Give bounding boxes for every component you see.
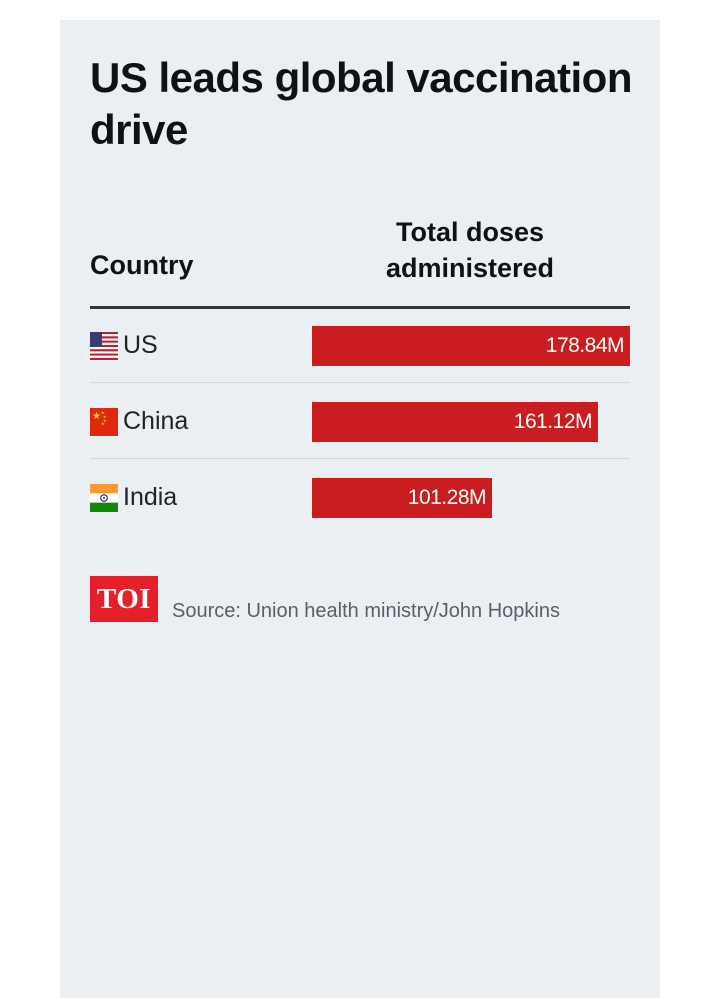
bar-value-label: 101.28M (407, 486, 487, 509)
svg-text:★: ★ (92, 411, 101, 422)
bar-row: ★ ★ ★ ★ ★ China 161.12M (90, 383, 630, 459)
svg-text:★: ★ (101, 421, 105, 426)
toi-logo: TOI (90, 576, 158, 622)
country-label: US (123, 331, 158, 359)
bar-row: India 101.28M (90, 459, 630, 535)
china-flag-icon: ★ ★ ★ ★ ★ (90, 408, 118, 436)
svg-text:★: ★ (101, 410, 105, 415)
us-flag-icon (90, 332, 118, 360)
svg-text:★: ★ (103, 414, 107, 419)
bar-value-label: 178.84M (545, 334, 625, 357)
column-header-doses: Total doses administered (370, 214, 570, 286)
row-divider (90, 458, 630, 459)
bar: 101.28M (312, 478, 492, 518)
column-header-country: Country (90, 250, 194, 280)
chart-title: US leads global vaccination drive (90, 54, 633, 153)
bar-row: US 178.84M (90, 307, 630, 383)
svg-text:★: ★ (103, 418, 107, 423)
bar-value-label: 161.12M (513, 410, 593, 433)
row-divider (90, 382, 630, 383)
column-header-doses-line2: administered (385, 253, 555, 283)
source-note: Source: Union health ministry/John Hopki… (172, 600, 560, 622)
chart-card: US leads global vaccination drive Countr… (60, 20, 660, 998)
country-label: India (123, 483, 178, 511)
column-header-doses-line1: Total doses (395, 217, 545, 247)
india-flag-icon (90, 484, 118, 512)
bar: 178.84M (312, 326, 630, 366)
header-divider (90, 306, 630, 309)
bar: 161.12M (312, 402, 598, 442)
country-label: China (123, 407, 189, 435)
